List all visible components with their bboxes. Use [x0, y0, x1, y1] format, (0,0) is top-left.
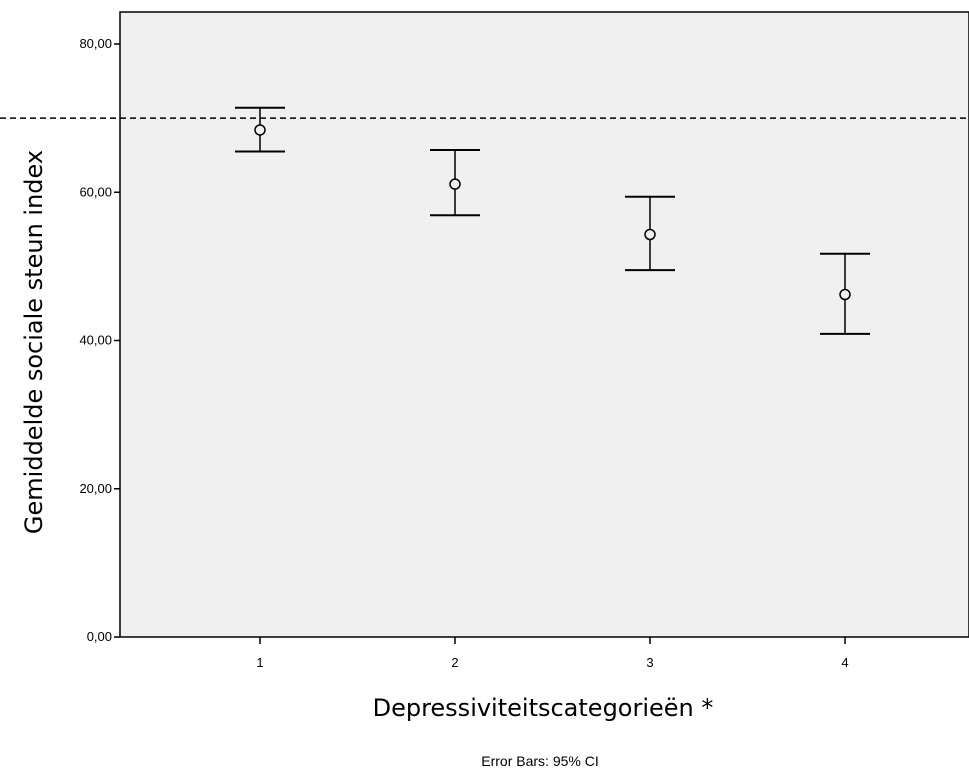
error-bars-note: Error Bars: 95% CI: [481, 753, 598, 769]
y-tick-label: 20,00: [79, 481, 112, 496]
x-axis-title: Depressiviteitscategorieën *: [373, 694, 714, 722]
y-tick-label: 60,00: [79, 184, 112, 199]
mean-marker: [644, 228, 656, 241]
y-tick-label: 40,00: [79, 333, 112, 348]
x-tick-label: 2: [451, 655, 458, 670]
mean-marker: [839, 288, 851, 301]
x-tick-label: 1: [256, 655, 263, 670]
plot-area: [119, 11, 969, 638]
y-tick-label: 0,00: [87, 629, 112, 644]
x-tick-label: 4: [841, 655, 848, 670]
y-axis-title: Gemiddelde sociale steun index: [20, 150, 48, 534]
x-tick-label: 3: [646, 655, 653, 670]
mean-marker: [449, 178, 461, 190]
mean-marker: [254, 124, 266, 136]
y-tick-label: 80,00: [79, 36, 112, 51]
